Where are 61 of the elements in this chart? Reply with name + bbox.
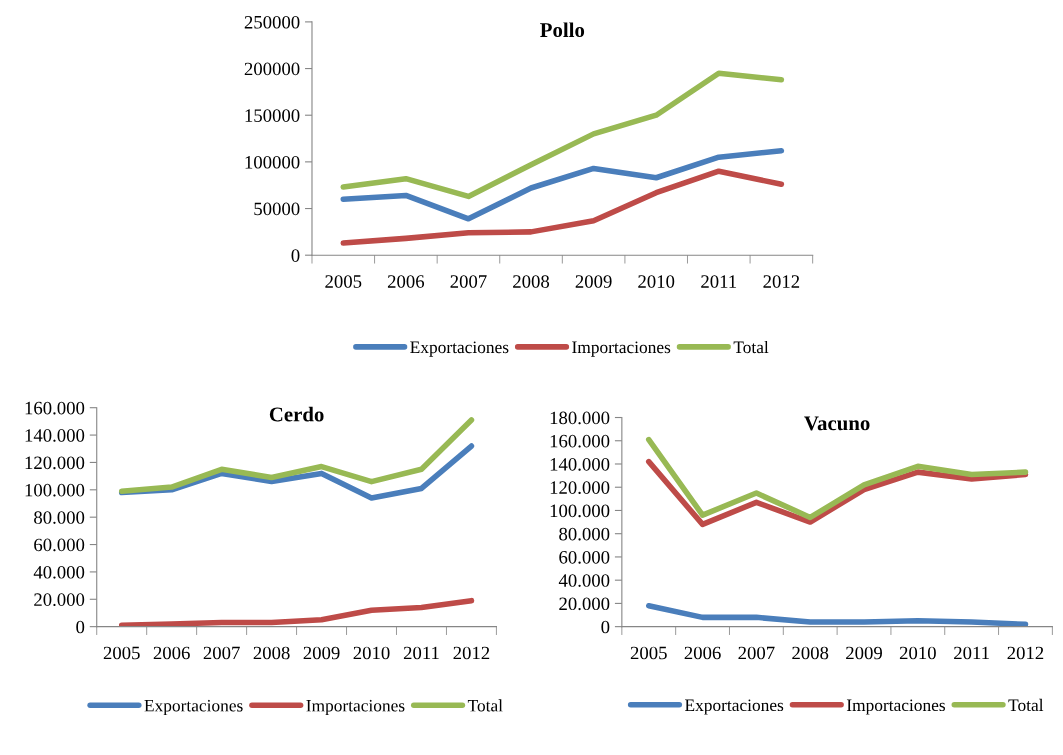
legend-label: Importaciones — [572, 341, 671, 357]
x-tick-label: 2009 — [846, 646, 882, 660]
y-tick-label: 160.000 — [25, 401, 85, 415]
x-tick-label: 2010 — [638, 275, 675, 288]
y-tick-label: 100.000 — [25, 483, 85, 497]
y-tick-label: 40.000 — [558, 574, 610, 587]
y-tick-label: 100000 — [245, 155, 300, 169]
x-tick-label: 2011 — [954, 646, 989, 660]
y-tick-label: 80.000 — [559, 527, 610, 541]
x-tick-label: 2011 — [403, 646, 439, 660]
y-tick-label: 0 — [291, 249, 300, 262]
x-tick-label: 2007 — [203, 646, 240, 660]
y-tick-label: 140.000 — [550, 458, 610, 471]
y-tick-label: 180.000 — [550, 411, 610, 425]
x-tick-label: 2010 — [353, 646, 390, 660]
y-tick-label: 50000 — [254, 202, 300, 216]
x-tick-label: 2007 — [450, 275, 487, 288]
x-tick-label: 2005 — [325, 275, 362, 288]
y-tick-label: 120.000 — [25, 456, 85, 470]
legend-label: Exportaciones — [410, 341, 509, 357]
y-tick-label: 0 — [601, 620, 610, 634]
legend-label: Total — [467, 699, 503, 712]
y-tick-label: 40.000 — [33, 565, 85, 579]
y-tick-label: 120.000 — [550, 481, 610, 494]
legend-label: Total — [1008, 698, 1044, 712]
x-tick-label: 2009 — [575, 275, 612, 288]
y-tick-label: 160.000 — [550, 434, 610, 448]
chart-title: Cerdo — [269, 406, 324, 422]
y-tick-label: 250000 — [244, 15, 300, 29]
x-tick-label: 2006 — [684, 646, 721, 660]
y-tick-label: 20.000 — [559, 597, 610, 611]
y-tick-label: 20.000 — [34, 593, 85, 607]
x-tick-label: 2008 — [253, 646, 290, 660]
x-tick-label: 2006 — [387, 275, 425, 288]
y-tick-label: 150000 — [245, 109, 300, 122]
x-tick-label: 2008 — [792, 646, 829, 660]
x-tick-label: 2008 — [513, 275, 550, 288]
chart-title: Pollo — [540, 22, 585, 38]
x-tick-label: 2006 — [153, 646, 190, 660]
x-tick-label: 2012 — [1007, 646, 1044, 660]
chart-title: Vacuno — [804, 416, 870, 431]
legend-label: Importaciones — [846, 699, 945, 715]
x-tick-label: 2011 — [701, 275, 737, 288]
x-tick-label: 2009 — [303, 646, 340, 660]
y-tick-label: 60.000 — [559, 550, 610, 564]
y-tick-label: 140.000 — [25, 429, 85, 442]
legend-label: Exportaciones — [144, 699, 243, 716]
x-tick-label: 2005 — [103, 646, 140, 660]
legend-label: Importaciones — [306, 699, 405, 716]
x-tick-label: 2005 — [630, 646, 667, 660]
y-tick-label: 80.000 — [34, 511, 85, 524]
y-tick-label: 0 — [76, 620, 85, 634]
x-tick-label: 2007 — [738, 646, 775, 660]
y-tick-label: 100.000 — [550, 504, 610, 518]
x-tick-label: 2012 — [453, 646, 490, 660]
legend-label: Total — [733, 340, 769, 354]
x-tick-label: 2010 — [899, 646, 936, 660]
y-tick-label: 200000 — [244, 62, 300, 76]
x-tick-label: 2012 — [763, 275, 800, 288]
y-tick-label: 60.000 — [34, 538, 85, 552]
legend-label: Exportaciones — [685, 699, 784, 715]
